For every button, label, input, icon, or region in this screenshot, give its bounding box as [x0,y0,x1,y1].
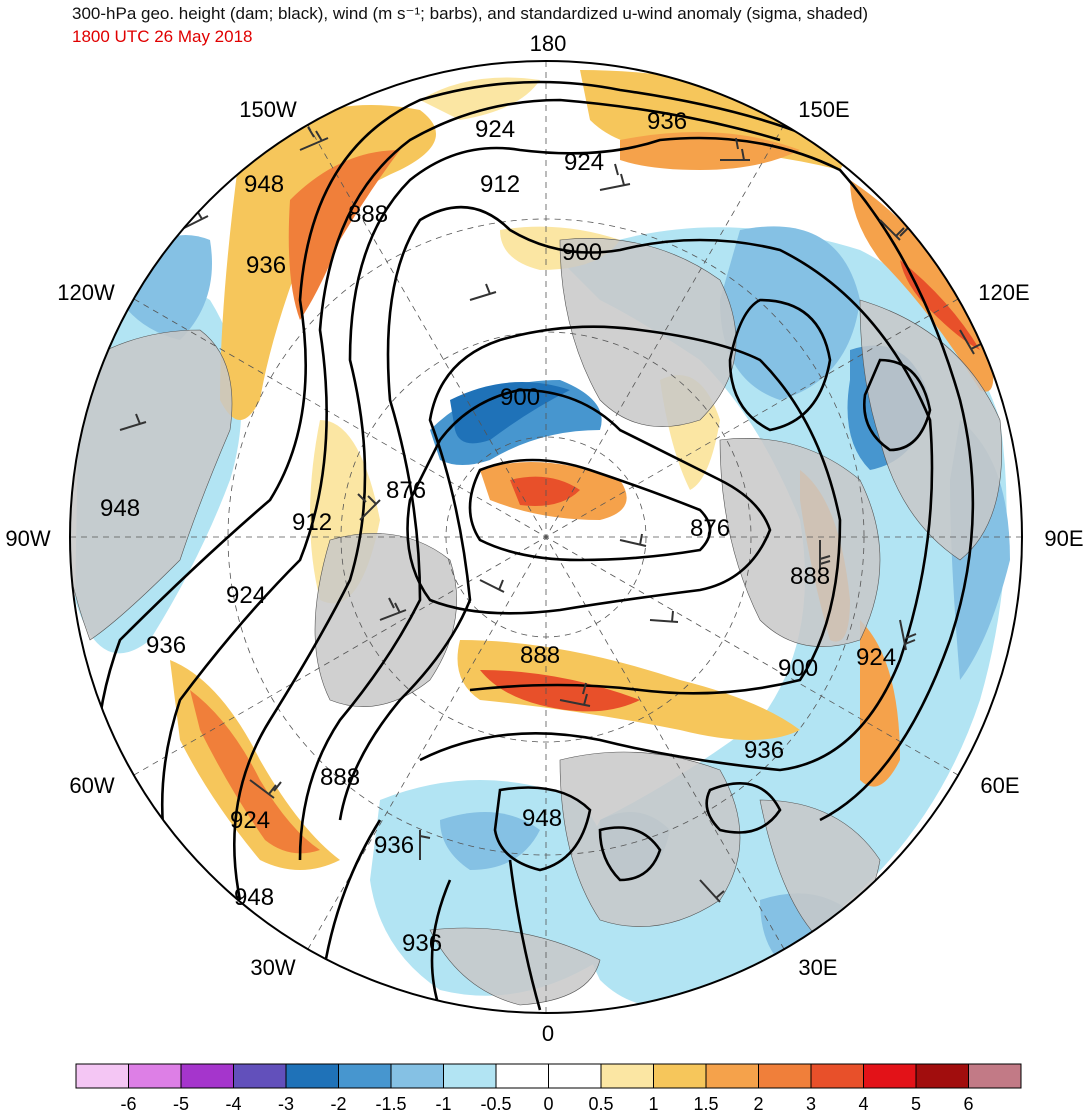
colorbar-swatch [863,1063,917,1089]
contour-label: 924 [856,644,896,671]
colorbar-tick-label: -2 [330,1094,346,1112]
contour-label: 888 [348,201,388,228]
colorbar-swatch [600,1063,654,1089]
contour-label-group: 924 936 924 912 948 888 900 936 900 876 … [100,108,896,957]
colorbar-tick-label: 0.5 [588,1094,613,1112]
colorbar-swatch [285,1063,339,1089]
contour-label: 948 [234,884,274,911]
colorbar-tick-label: 3 [806,1094,816,1112]
colorbar-tick-label: 0 [543,1094,553,1112]
contour-label: 900 [500,384,540,411]
colorbar-swatch [810,1063,864,1089]
lon-label-180: 180 [530,31,567,56]
colorbar-swatch [968,1063,1022,1089]
colorbar-tick-label: -4 [225,1094,241,1112]
colorbar-swatch [705,1063,759,1089]
colorbar-tick-label: -3 [278,1094,294,1112]
lon-label-60e: 60E [980,773,1019,798]
colorbar-tick-label: 4 [858,1094,868,1112]
contour-label: 924 [475,116,515,143]
colorbar: -6 -5 -4 -3 -2 -1.5 -1 -0.5 0 0.5 1 1.5 2 3 4 5 6 [75,1063,1022,1112]
colorbar-swatch [915,1063,969,1089]
contour-label: 888 [790,563,830,590]
contour-label: 948 [244,171,284,198]
colorbar-tick-label: -5 [173,1094,189,1112]
colorbar-tick-label: -6 [120,1094,136,1112]
lon-label-120w: 120W [57,280,115,305]
colorbar-tick-label: 1.5 [693,1094,718,1112]
contour-label: 936 [744,737,784,764]
lon-label-90e: 90E [1044,526,1083,551]
colorbar-swatch [653,1063,707,1089]
contour-label: 948 [522,805,562,832]
contour-label: 900 [562,239,602,266]
colorbar-swatch [75,1063,129,1089]
lon-label-30w: 30W [250,955,295,980]
longitude-labels: 180 150W 150E 120W 120E 90W 90E 60W 60E … [5,31,1083,1046]
colorbar-tick-label: 2 [753,1094,763,1112]
contour-label: 912 [480,171,520,198]
colorbar-tick-label: 6 [963,1094,973,1112]
lon-label-0: 0 [542,1021,554,1046]
lon-label-60w: 60W [69,773,114,798]
contour-label: 936 [402,930,442,957]
map-title: 300-hPa geo. height (dam; black), wind (… [72,4,869,23]
contour-label: 924 [226,582,266,609]
colorbar-swatch [548,1063,602,1089]
colorbar-swatch [443,1063,497,1089]
colorbar-swatch [495,1063,549,1089]
contour-label: 936 [246,252,286,279]
map-border [69,60,1023,1014]
lon-label-30e: 30E [798,955,837,980]
colorbar-tick-label: -1.5 [375,1094,406,1112]
map-valid-time: 1800 UTC 26 May 2018 [72,27,253,46]
lon-label-150e: 150E [798,97,849,122]
colorbar-swatch [233,1063,287,1089]
contour-label: 936 [647,108,687,135]
lon-label-150w: 150W [239,97,297,122]
colorbar-tick-label: -0.5 [480,1094,511,1112]
colorbar-swatch [758,1063,812,1089]
contour-label: 948 [100,495,140,522]
map-disc [70,61,1022,1013]
colorbar-tick-label: 1 [648,1094,658,1112]
contour-label: 900 [778,655,818,682]
colorbar-swatch [128,1063,182,1089]
contour-label: 876 [690,515,730,542]
contour-label: 912 [292,509,332,536]
colorbar-swatch [180,1063,234,1089]
colorbar-swatch [338,1063,392,1089]
lon-label-90w: 90W [5,526,50,551]
contour-label: 888 [320,764,360,791]
contour-label: 936 [374,832,414,859]
contour-label: 936 [146,632,186,659]
contour-label: 888 [520,642,560,669]
contour-label: 876 [386,477,426,504]
colorbar-tick-label: 5 [911,1094,921,1112]
colorbar-tick-label: -1 [435,1094,451,1112]
contour-label: 924 [230,807,270,834]
colorbar-swatch [390,1063,444,1089]
contour-label: 924 [564,149,604,176]
lon-label-120e: 120E [978,280,1029,305]
